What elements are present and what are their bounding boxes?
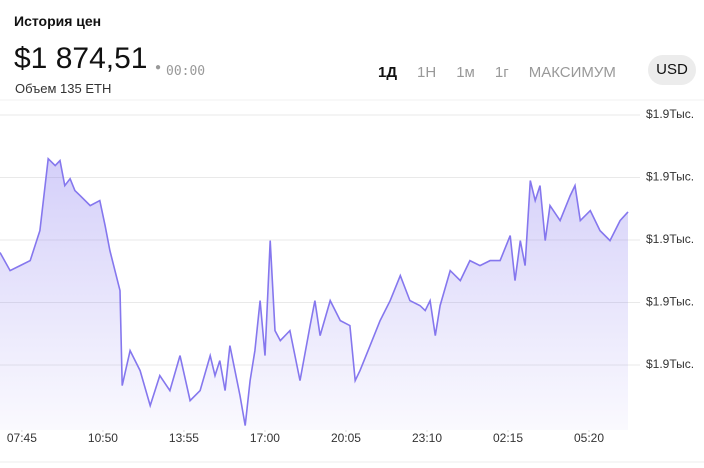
separator: ● bbox=[155, 62, 162, 73]
currency-button[interactable]: USD bbox=[648, 55, 696, 85]
section-title: История цен bbox=[14, 13, 102, 29]
x-tick-label: 13:55 bbox=[169, 431, 199, 445]
y-tick-label: $1.9Тыс. bbox=[646, 357, 694, 371]
x-tick-label: 07:45 bbox=[7, 431, 37, 445]
range-button[interactable]: 1м bbox=[456, 64, 475, 81]
x-tick-label: 02:15 bbox=[493, 431, 523, 445]
range-button[interactable]: 1Н bbox=[417, 64, 437, 81]
range-button[interactable]: МАКСИМУМ bbox=[528, 64, 616, 81]
range-button[interactable]: 1г bbox=[494, 64, 509, 81]
x-tick-label: 10:50 bbox=[88, 431, 118, 445]
x-tick-label: 17:00 bbox=[250, 431, 280, 445]
volume: Объем 135 ETH bbox=[15, 81, 112, 96]
y-tick-label: $1.9Тыс. bbox=[646, 170, 694, 184]
y-tick-label: $1.9Тыс. bbox=[646, 295, 694, 309]
area-fill bbox=[0, 158, 628, 430]
x-tick-label: 05:20 bbox=[574, 431, 604, 445]
price-line bbox=[0, 156, 629, 426]
price: $1 874,51 bbox=[14, 42, 148, 75]
price-time: 00:00 bbox=[166, 64, 206, 79]
y-tick-label: $1.9Тыс. bbox=[646, 232, 694, 246]
y-tick-label: $1.9Тыс. bbox=[646, 107, 694, 121]
x-tick-label: 20:05 bbox=[331, 431, 361, 445]
x-tick-label: 23:10 bbox=[412, 431, 442, 445]
range-button[interactable]: 1Д bbox=[378, 64, 398, 81]
range-selector: 1Д 1Н 1м 1г МАКСИМУМ bbox=[368, 60, 626, 85]
